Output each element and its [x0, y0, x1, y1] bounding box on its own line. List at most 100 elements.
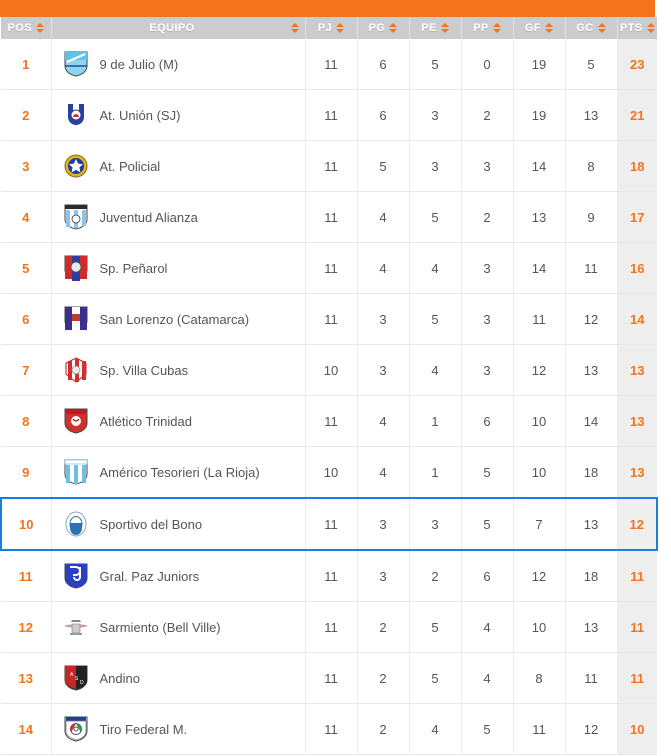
crest-juventud-alianza-icon [63, 203, 89, 231]
cell-pj: 11 [305, 550, 358, 602]
team-name: Juventud Alianza [99, 209, 198, 225]
column-header-pp[interactable]: PP [461, 17, 514, 39]
sort-arrows-icon[interactable] [35, 23, 44, 33]
cell-gf: 7 [513, 497, 566, 551]
team-cell: A S D Andino [51, 652, 306, 704]
cell-pe: 5 [409, 652, 462, 704]
column-header-pos[interactable]: POS [1, 17, 52, 39]
crest-gral-paz-juniors-icon [63, 562, 89, 590]
cell-pe: 4 [409, 344, 462, 396]
cell-pp: 3 [461, 344, 514, 396]
table-row[interactable]: 4 Juventud Alianza 11 4 5 2 13 9 17 [1, 191, 657, 243]
cell-pos: 7 [1, 344, 52, 396]
cell-pe: 1 [409, 395, 462, 447]
column-header-label: POS [7, 22, 32, 34]
team-name: Sp. Villa Cubas [99, 362, 189, 378]
crest-9-de-julio-icon [63, 50, 89, 78]
cell-pg: 6 [357, 89, 410, 141]
cell-gf: 12 [513, 344, 566, 396]
team-cell: Juventud Alianza [51, 191, 306, 243]
crest-san-lorenzo-icon [63, 305, 89, 333]
cell-pj: 10 [305, 446, 358, 499]
cell-pg: 2 [357, 703, 410, 755]
sort-arrows-icon[interactable] [597, 23, 606, 33]
cell-pg: 3 [357, 293, 410, 345]
cell-pts: 11 [617, 601, 657, 653]
table-row[interactable]: 2 At. Unión (SJ) 11 6 3 2 19 13 21 [1, 89, 657, 141]
cell-pos: 4 [1, 191, 52, 243]
cell-pe: 5 [409, 601, 462, 653]
column-header-pj[interactable]: PJ [305, 17, 358, 39]
cell-pj: 11 [305, 497, 358, 551]
cell-gc: 12 [565, 703, 618, 755]
cell-pp: 4 [461, 652, 514, 704]
cell-pj: 10 [305, 344, 358, 396]
crest-sp-penarol-icon [63, 254, 89, 282]
table-row[interactable]: 13 A S D Andino 11 2 5 4 8 11 11 [1, 652, 657, 704]
cell-pg: 4 [357, 242, 410, 294]
column-header-label: PTS [619, 22, 643, 34]
cell-pts: 11 [617, 550, 657, 602]
table-row[interactable]: 10 Sportivo del Bono 11 3 3 5 7 13 12 [0, 497, 658, 551]
cell-pp: 0 [461, 39, 514, 90]
sort-arrows-icon[interactable] [545, 23, 554, 33]
cell-pts: 14 [617, 293, 657, 345]
column-header-pts[interactable]: PTS [617, 17, 657, 39]
column-header-label: PP [473, 22, 489, 34]
table-row[interactable]: 6 San Lorenzo (Catamarca) 11 3 5 3 11 12 14 [1, 293, 657, 345]
table-row[interactable]: 5 Sp. Peñarol 11 4 4 3 14 11 16 [1, 242, 657, 294]
cell-gc: 8 [565, 140, 618, 192]
table-row[interactable]: 3 At. Policial 11 5 3 3 14 8 18 [1, 140, 657, 192]
svg-text:A: A [70, 672, 74, 678]
team-cell: San Lorenzo (Catamarca) [51, 293, 306, 345]
cell-pp: 5 [461, 703, 514, 755]
cell-pp: 2 [461, 89, 514, 141]
cell-pts: 12 [617, 497, 658, 551]
sort-arrows-icon[interactable] [290, 23, 299, 33]
crest-villa-cubas-icon [63, 356, 89, 384]
cell-pe: 3 [409, 497, 462, 551]
cell-gf: 19 [513, 89, 566, 141]
cell-pos: 9 [1, 446, 52, 499]
sort-arrows-icon[interactable] [440, 23, 449, 33]
column-header-label: PG [368, 22, 386, 34]
cell-gc: 13 [565, 344, 618, 396]
table-row[interactable]: 14 Tiro Federal M. 11 2 4 5 11 12 10 [1, 703, 657, 755]
sort-arrows-icon[interactable] [336, 23, 345, 33]
table-row[interactable]: 7 Sp. Villa Cubas 10 3 4 3 12 13 13 [1, 344, 657, 396]
cell-gc: 18 [565, 446, 618, 499]
column-header-gf[interactable]: GF [513, 17, 566, 39]
cell-pj: 11 [305, 242, 358, 294]
team-name: Sp. Peñarol [99, 260, 168, 276]
cell-pj: 11 [305, 89, 358, 141]
cell-pg: 4 [357, 191, 410, 243]
column-header-pg[interactable]: PG [357, 17, 410, 39]
cell-pe: 4 [409, 242, 462, 294]
team-cell: At. Unión (SJ) [51, 89, 306, 141]
cell-gc: 12 [565, 293, 618, 345]
column-header-equipo[interactable]: EQUIPO [51, 17, 306, 39]
cell-gf: 11 [513, 703, 566, 755]
table-row[interactable]: 8 Atlético Trinidad 11 4 1 6 10 14 13 [1, 395, 657, 447]
sort-arrows-icon[interactable] [389, 23, 398, 33]
column-header-gc[interactable]: GC [565, 17, 618, 39]
table-row[interactable]: 9 Américo Tesorieri (La Rioja) 10 4 1 5 10 18 13 [1, 446, 657, 499]
cell-gc: 13 [565, 497, 618, 551]
team-cell: 9 de Julio (M) [51, 39, 306, 90]
cell-pts: 13 [617, 344, 657, 396]
column-header-pe[interactable]: PE [409, 17, 462, 39]
sort-arrows-icon[interactable] [492, 23, 501, 33]
column-header-label: GC [576, 22, 594, 34]
sort-arrows-icon[interactable] [646, 23, 655, 33]
table-row[interactable]: 12 Sarmiento (Bell Ville) 11 2 5 4 10 13 11 [1, 601, 657, 653]
cell-pp: 6 [461, 395, 514, 447]
cell-pos: 14 [1, 703, 52, 755]
cell-gf: 14 [513, 242, 566, 294]
team-name: San Lorenzo (Catamarca) [99, 311, 250, 327]
table-row[interactable]: 11 Gral. Paz Juniors 11 3 2 6 12 18 11 [1, 550, 657, 602]
top-orange-bar [0, 0, 655, 17]
team-name: Gral. Paz Juniors [99, 568, 200, 584]
crest-sportivo-del-bono-icon [63, 510, 89, 538]
